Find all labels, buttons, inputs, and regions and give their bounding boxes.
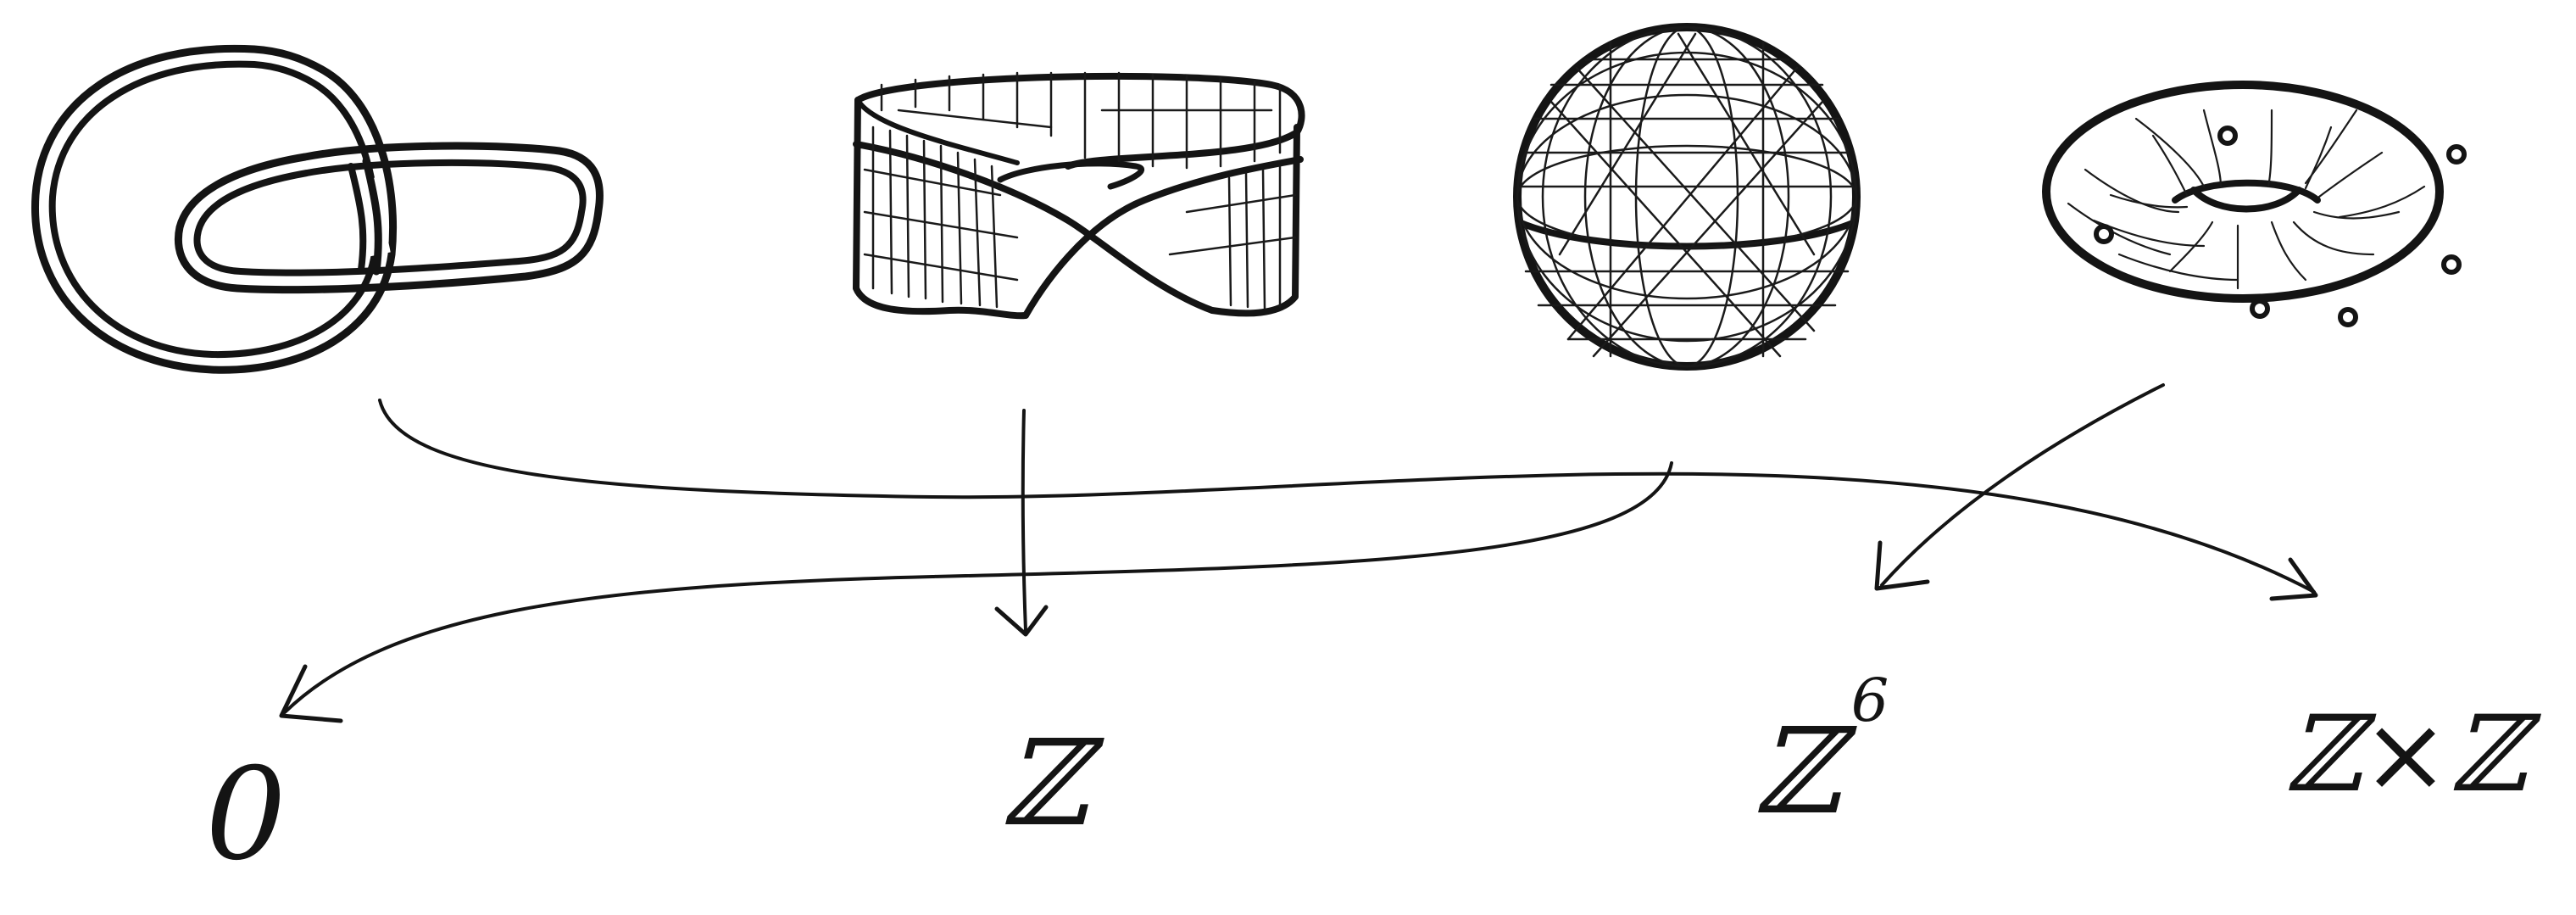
torus-drawing: [2042, 81, 2467, 327]
linked-rings-drawing: [31, 44, 604, 374]
label-integers: ℤ: [1001, 715, 1104, 853]
label-product: ℤ×ℤ: [2285, 694, 2542, 816]
label-integers-six: ℤ: [1754, 703, 1857, 841]
label-integers-six-exponent: 6: [1851, 666, 1889, 735]
sphere-drawing: [1513, 23, 1861, 371]
arrow-sphere-to-zero: [283, 461, 1673, 714]
arrows: [279, 383, 2318, 723]
labels: 0 ℤ ℤ 6 ℤ×ℤ: [205, 666, 2542, 889]
label-zero: 0: [205, 741, 286, 889]
arrow-torus-to-z6: [1880, 383, 2165, 587]
mobius-band-drawing: [853, 71, 1305, 320]
arrow-mobius-to-z: [1021, 409, 1027, 633]
